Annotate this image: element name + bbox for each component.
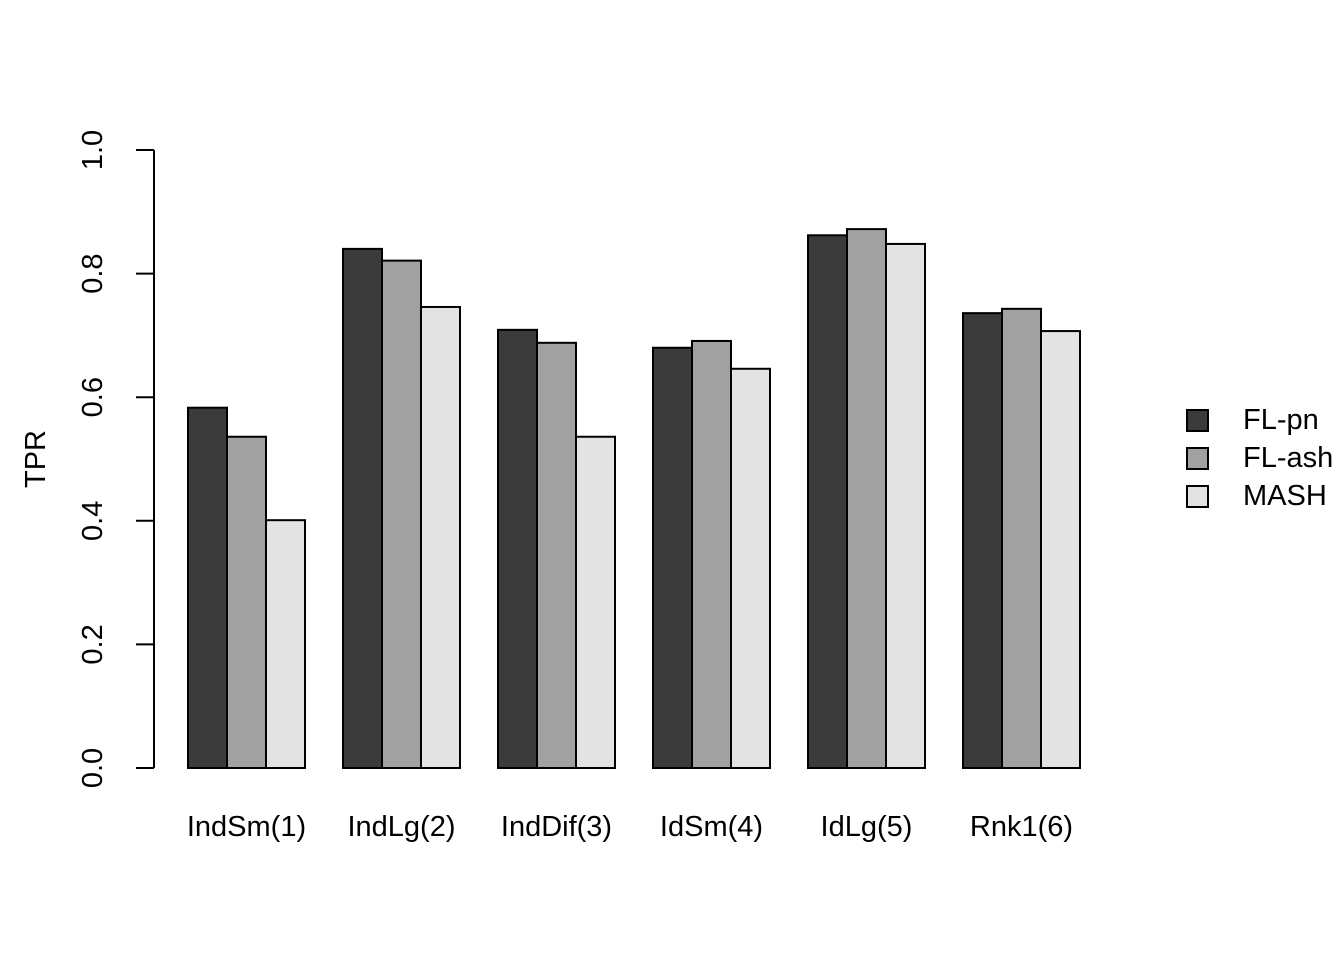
x-category-label: IdLg(5) [821, 811, 913, 843]
bar-FL-ash-IndLg2 [381, 259, 422, 769]
bar-FL-ash-IndSm1 [226, 435, 267, 769]
y-tick-label: 1.0 [77, 130, 109, 170]
x-category-label: IndSm(1) [187, 811, 306, 843]
legend-item-mash: MASH [1186, 482, 1333, 511]
y-tick-label: 0.2 [77, 624, 109, 664]
bar-FL-pn-IdLg5 [807, 234, 848, 769]
x-category-label: IdSm(4) [660, 811, 763, 843]
bar-FL-pn-IndDif3 [497, 328, 538, 769]
y-axis-title: TPR [20, 430, 52, 488]
legend: FL-pn FL-ash MASH [1186, 406, 1333, 511]
legend-swatch-fl-pn [1186, 409, 1209, 432]
x-category-label: IndDif(3) [501, 811, 612, 843]
x-category-label: IndLg(2) [347, 811, 455, 843]
bar-MASH-IndDif3 [575, 435, 616, 769]
bar-FL-pn-IndSm1 [187, 406, 228, 769]
bar-MASH-Rnk16 [1040, 330, 1081, 769]
bar-FL-pn-Rnk16 [962, 312, 1003, 769]
bar-FL-ash-IdLg5 [846, 228, 887, 769]
y-tick-label: 0.8 [77, 253, 109, 293]
bar-MASH-IdSm4 [730, 367, 771, 769]
legend-label-fl-pn: FL-pn [1243, 404, 1319, 436]
bar-FL-ash-IndDif3 [536, 341, 577, 769]
bar-FL-ash-Rnk16 [1001, 307, 1042, 769]
bar-MASH-IndLg2 [420, 305, 461, 769]
legend-item-fl-pn: FL-pn [1186, 406, 1333, 435]
x-category-label: Rnk1(6) [970, 811, 1073, 843]
y-tick-label: 0.0 [77, 748, 109, 788]
legend-label-fl-ash: FL-ash [1243, 442, 1334, 474]
bar-MASH-IndSm1 [265, 519, 306, 769]
legend-swatch-mash [1186, 485, 1209, 508]
y-tick-label: 0.4 [77, 501, 109, 541]
bar-FL-pn-IdSm4 [652, 346, 693, 769]
legend-label-mash: MASH [1243, 480, 1327, 512]
bar-MASH-IdLg5 [885, 242, 926, 770]
y-tick-label: 0.6 [77, 377, 109, 417]
legend-swatch-fl-ash [1186, 447, 1209, 470]
bar-FL-ash-IdSm4 [691, 339, 732, 769]
bar-FL-pn-IndLg2 [342, 247, 383, 769]
legend-item-fl-ash: FL-ash [1186, 444, 1333, 473]
